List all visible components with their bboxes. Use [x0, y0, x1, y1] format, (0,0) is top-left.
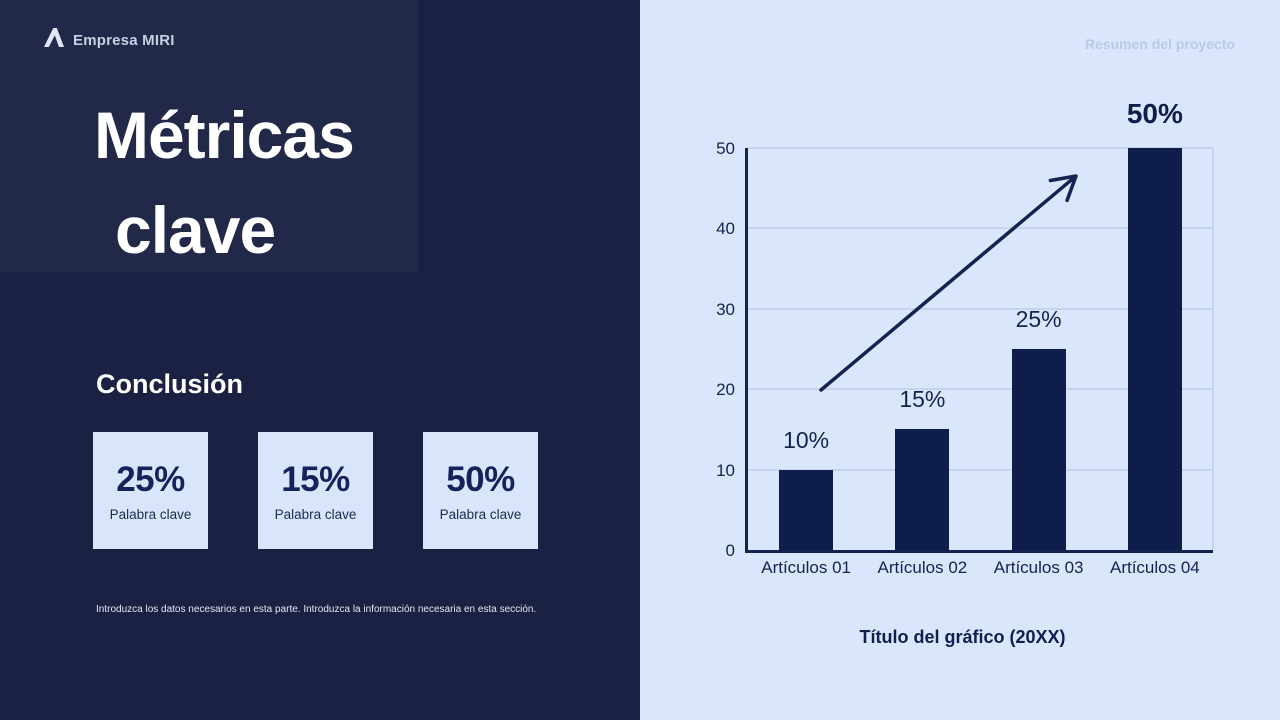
x-axis-category-label: Artículos 03: [993, 558, 1084, 577]
x-axis-category-label: Artículos 01: [761, 558, 851, 577]
x-axis-category-label: Artículos 02: [877, 558, 968, 577]
slide-title-line1: Métricas: [94, 98, 355, 172]
y-axis-tick-label: 30: [716, 299, 735, 319]
bar-value-label: 50%: [1126, 98, 1183, 129]
gridline: [748, 388, 1213, 391]
stat-label: Palabra clave: [274, 506, 357, 522]
bar: [1011, 349, 1066, 550]
brand-name: Empresa MIRI: [73, 31, 175, 49]
bar-value-label: 25%: [1015, 306, 1062, 332]
stat-card: 25% Palabra clave: [93, 432, 208, 549]
section-heading: Conclusión: [96, 369, 243, 399]
gridline: [748, 468, 1213, 471]
stat-label: Palabra clave: [439, 506, 522, 522]
footnote-text: Introduzca los datos necesarios en esta …: [96, 604, 537, 615]
slide-header-label: Resumen del proyecto: [1084, 36, 1235, 52]
y-axis-tick-label: 50: [716, 139, 735, 158]
gridline: [748, 307, 1213, 310]
left-panel: Empresa MIRI Métricas clave Conclusión 2…: [0, 0, 640, 720]
y-axis-tick-label: 40: [716, 219, 735, 239]
x-axis-line: [745, 550, 1213, 553]
bar-value-label: 15%: [899, 386, 946, 413]
y-axis-tick-label: 20: [716, 380, 735, 400]
stat-value: 50%: [446, 459, 515, 499]
gridline-right-edge: [1212, 148, 1214, 550]
stat-value: 15%: [281, 459, 350, 499]
slide-title-line2: clave: [115, 193, 276, 267]
stat-value: 25%: [116, 459, 185, 499]
bar-value-label: 10%: [783, 426, 830, 453]
stat-label: Palabra clave: [109, 506, 192, 522]
brand: Empresa MIRI: [44, 28, 175, 52]
x-axis-category-label: Artículos 04: [1109, 558, 1200, 577]
y-axis-tick-label: 10: [716, 460, 735, 480]
bar: [1127, 148, 1182, 550]
stat-card: 15% Palabra clave: [258, 432, 373, 549]
bar: [779, 469, 834, 550]
stats-row: 25% Palabra clave 15% Palabra clave 50% Palab…: [93, 432, 538, 549]
y-axis-tick-label: 0: [725, 541, 735, 560]
company-logo-a-icon: [44, 28, 64, 52]
stat-card: 50% Palabra clave: [423, 432, 538, 549]
bar: [895, 429, 950, 550]
slide-title: Métricas clave: [94, 88, 355, 278]
chart-caption: Título del gráfico (20XX): [859, 627, 1066, 647]
trend-arrow-icon: [819, 174, 1078, 392]
gridline: [748, 147, 1213, 149]
gridline: [748, 227, 1213, 230]
y-axis-line: [745, 148, 748, 553]
